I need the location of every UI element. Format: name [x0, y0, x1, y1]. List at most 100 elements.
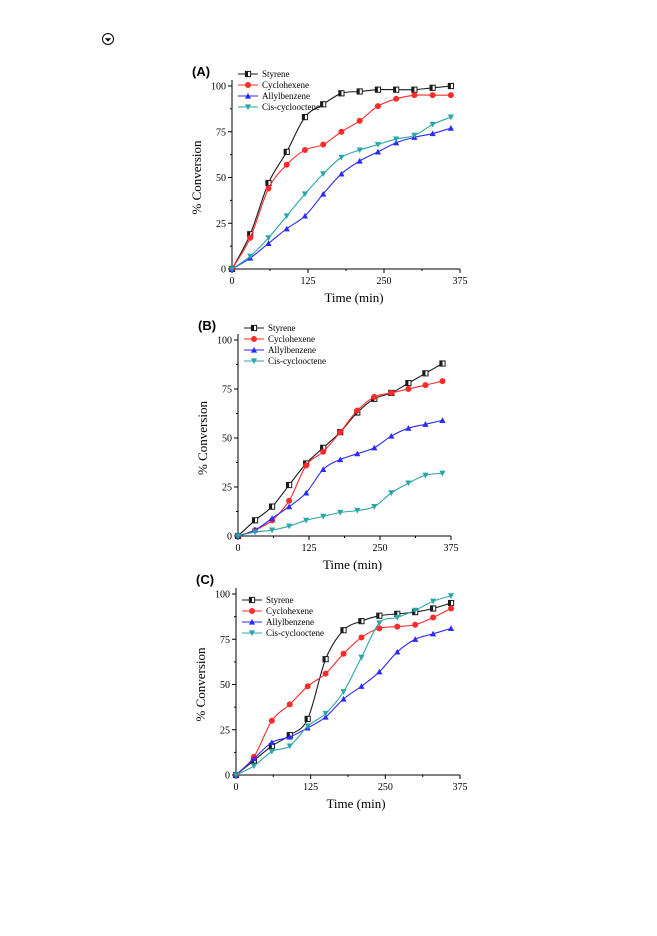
- data-point-allylbenzene: [447, 625, 455, 631]
- legend-label: Cyclohexene: [268, 334, 315, 344]
- x-tick-label: 125: [303, 782, 318, 793]
- data-point-cis-cyclooctene: [376, 620, 383, 627]
- data-point-allylbenzene: [250, 755, 258, 762]
- legend-label: Allylbenzene: [268, 345, 316, 355]
- legend-marker-styrene: [250, 324, 258, 332]
- series-cis-cyclooctene: [234, 470, 446, 540]
- legend-marker-styrene: [244, 70, 252, 78]
- data-point-cis-cyclooctene: [354, 507, 361, 514]
- data-point-cyclohexene: [268, 717, 275, 724]
- y-tick-label: 100: [215, 590, 230, 601]
- data-point-cis-cyclooctene: [322, 710, 329, 717]
- data-point-styrene: [356, 88, 363, 95]
- data-point-cyclohexene: [303, 462, 310, 469]
- data-point-cis-cyclooctene: [268, 748, 275, 755]
- data-point-styrene-fill: [320, 445, 324, 451]
- data-point-cyclohexene: [232, 772, 239, 779]
- data-point-styrene-fill: [269, 504, 273, 510]
- legend-item-allylbenzene: Allylbenzene: [238, 91, 310, 101]
- chart-c: 0 25 50 75 100 0 125 250 375 Time (min) % Conversi…: [193, 572, 468, 811]
- x-tick-label: 0: [236, 543, 241, 554]
- data-point-cyclohexene: [265, 185, 272, 192]
- data-point-styrene-fill: [269, 743, 272, 749]
- data-point-allylbenzene: [340, 695, 347, 702]
- data-point-styrene: [304, 715, 311, 722]
- data-point-styrene: [422, 370, 429, 377]
- data-point-cis-cyclooctene: [320, 171, 327, 177]
- y-tick-label: 0: [221, 265, 226, 276]
- data-point-styrene-fill: [284, 149, 287, 155]
- legend-marker-styrene: [248, 596, 256, 604]
- data-point-styrene: [268, 503, 276, 510]
- data-point-cyclohexene: [286, 701, 293, 708]
- data-point-cyclohexene: [376, 625, 383, 632]
- x-axis-title: Time (min): [323, 557, 382, 572]
- data-point-styrene-fill: [252, 517, 256, 523]
- data-point-styrene: [265, 179, 272, 187]
- data-point-cis-cyclooctene: [405, 480, 412, 487]
- data-point-allylbenzene: [247, 254, 254, 261]
- data-point-allylbenzene: [265, 240, 272, 246]
- legend-label: Styrene: [268, 323, 296, 333]
- data-point-styrene-fill: [323, 656, 326, 662]
- y-axis-title: % Conversion: [193, 647, 208, 722]
- data-point-styrene: [234, 532, 242, 540]
- data-point-allylbenzene: [268, 739, 275, 746]
- series-line-cyclohexene: [231, 94, 451, 270]
- series-allylbenzene: [228, 124, 454, 272]
- series-line-cis-cyclooctene: [235, 595, 452, 776]
- data-point-cis-cyclooctene: [286, 523, 293, 530]
- data-point-styrene: [320, 444, 327, 451]
- legend-label: Cyclohexene: [262, 80, 309, 90]
- data-point-styrene: [412, 609, 419, 616]
- data-point-styrene: [303, 460, 310, 467]
- legend-marker-cyclohexene: [248, 608, 255, 615]
- legend-label: Cis-cyclooctene: [266, 628, 324, 638]
- y-tick-label: 25: [216, 219, 226, 230]
- data-point-allylbenzene: [422, 421, 429, 427]
- data-point-cis-cyclooctene: [388, 490, 395, 496]
- data-point-styrene: [371, 395, 378, 402]
- data-point-styrene: [232, 771, 240, 779]
- data-point-cis-cyclooctene: [250, 763, 258, 770]
- y-tick-label: 75: [216, 127, 226, 138]
- data-point-cis-cyclooctene: [439, 470, 446, 477]
- data-point-styrene: [358, 618, 365, 625]
- legend-marker-allylbenzene: [244, 92, 252, 99]
- data-point-allylbenzene: [447, 124, 454, 131]
- series-line-styrene: [231, 85, 451, 270]
- data-point-allylbenzene: [337, 456, 344, 463]
- data-point-allylbenzene: [371, 444, 378, 451]
- data-point-cis-cyclooctene: [411, 132, 418, 139]
- data-point-styrene-fill: [411, 87, 415, 93]
- data-point-cis-cyclooctene: [301, 191, 309, 198]
- legend-marker-cis-cyclooctene: [244, 104, 252, 111]
- data-point-cyclohexene: [304, 683, 311, 690]
- data-point-cis-cyclooctene: [338, 154, 345, 161]
- data-point-styrene-fill: [448, 600, 452, 606]
- data-point-allylbenzene: [251, 527, 259, 533]
- data-point-styrene-fill: [247, 231, 251, 237]
- x-tick-label: 125: [302, 543, 317, 554]
- data-point-allylbenzene: [430, 630, 437, 637]
- legend-item-styrene: Styrene: [242, 595, 294, 605]
- data-point-styrene-fill: [430, 85, 433, 91]
- data-point-styrene: [376, 612, 383, 619]
- y-tick-label: 100: [217, 336, 232, 347]
- x-tick-label: 0: [230, 276, 235, 287]
- data-point-styrene: [286, 732, 293, 739]
- chart-a: 0 25 50 75 100 0 125 250 375 Time (min) % Conversi…: [189, 64, 468, 305]
- data-point-styrene-fill: [394, 611, 398, 617]
- data-point-cyclohexene: [448, 605, 455, 612]
- panel-label: (C): [196, 572, 214, 587]
- legend-item-cyclohexene: Cyclohexene: [238, 80, 309, 90]
- data-point-cyclohexene: [340, 650, 347, 657]
- data-point-allylbenzene: [354, 450, 361, 457]
- data-point-cyclohexene: [228, 265, 235, 272]
- data-point-cyclohexene: [447, 92, 454, 99]
- legend-marker-styrene-fill: [249, 597, 252, 603]
- x-tick-label: 125: [301, 276, 316, 287]
- y-tick-label: 50: [222, 434, 232, 445]
- data-point-styrene: [338, 90, 345, 97]
- panel-label: (B): [198, 318, 216, 333]
